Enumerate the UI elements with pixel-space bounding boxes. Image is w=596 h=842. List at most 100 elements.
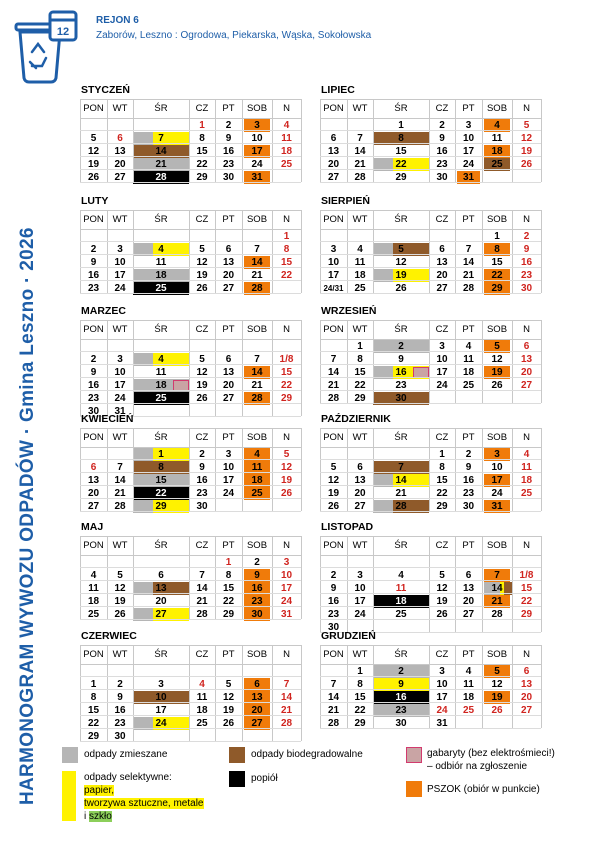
grid-line	[80, 280, 301, 281]
grid-line	[80, 498, 301, 499]
day-cell: 10	[436, 679, 448, 690]
grid-line	[320, 645, 321, 728]
day-cell: 30	[251, 609, 263, 620]
legend-pszok-swatch	[406, 781, 422, 797]
cell-marker-pszok	[244, 145, 270, 158]
day-cell: 6	[225, 354, 232, 365]
day-cell: 9	[523, 244, 530, 255]
weekday-label: SOB	[246, 432, 268, 443]
day-cell: 12	[520, 133, 533, 144]
day-cell: 15	[155, 475, 167, 486]
weekday-label: CZ	[435, 324, 449, 335]
day-cell: 11	[155, 257, 167, 268]
day-cell: 17	[114, 270, 126, 281]
day-cell: 16	[462, 475, 475, 486]
cell-marker-mixed	[373, 474, 393, 487]
legend-paper: papier,	[84, 785, 115, 796]
cell-marker-mixed	[373, 665, 429, 678]
grid-line	[320, 498, 541, 499]
day-cell: 19	[327, 488, 340, 499]
day-cell: 9	[90, 257, 97, 268]
day-cell: 4	[90, 570, 97, 581]
day-cell: 9	[225, 133, 232, 144]
cell-marker-pszok	[484, 474, 510, 487]
day-cell: 20	[520, 367, 533, 378]
cell-marker-bio	[393, 500, 429, 513]
weekday-label: SOB	[486, 324, 508, 335]
day-cell: 2	[225, 120, 232, 131]
day-cell: 6	[357, 462, 363, 473]
grid-line	[272, 536, 273, 619]
grid-line	[80, 377, 301, 378]
day-cell: 22	[354, 380, 366, 391]
cell-marker-pszok	[244, 392, 270, 405]
weekday-label: PT	[462, 103, 475, 114]
cell-marker-pszok	[244, 691, 270, 704]
week-row: 30	[320, 621, 541, 634]
day-cell: 30	[327, 622, 340, 633]
day-cell: 2	[90, 354, 97, 365]
day-cell: 6	[523, 666, 530, 677]
grid-line	[301, 536, 302, 619]
day-cell: 29	[196, 172, 208, 183]
grid-line	[80, 130, 301, 131]
day-cell: 20	[222, 270, 235, 281]
grid-line	[80, 351, 301, 352]
week-row: 3 4 5 6 7 8 9	[320, 243, 541, 256]
week-row: 26 27 28 29 30 31	[320, 500, 541, 513]
weekday-label: SOB	[486, 649, 508, 660]
grid-line	[80, 536, 81, 619]
day-cell: 25	[280, 159, 293, 170]
grid-line	[320, 715, 541, 716]
grid-line	[215, 210, 216, 293]
day-cell: 19	[280, 475, 293, 486]
grid-line	[482, 210, 483, 293]
day-cell: 22	[354, 705, 366, 716]
day-cell: 15	[520, 583, 533, 594]
grid-line	[347, 210, 348, 293]
grid-line	[320, 156, 541, 157]
cell-marker-pszok	[244, 608, 270, 621]
day-cell: 16	[222, 146, 235, 157]
week-row: 16 17 18 19 20 21 22	[80, 269, 301, 282]
grid-line	[272, 428, 273, 511]
week-row: 22 23 24 25 26 27 28	[80, 717, 301, 730]
day-cell: 19	[491, 692, 503, 703]
grid-line	[272, 320, 273, 416]
weekday-label: CZ	[195, 324, 209, 335]
weekday-header: PON WT ŚR CZ PT SOB N	[80, 428, 301, 448]
day-cell: 31	[280, 609, 293, 620]
day-cell: 13	[327, 146, 340, 157]
day-cell: 19	[395, 270, 407, 281]
weekday-label: WT	[352, 432, 368, 443]
cell-marker-mixed	[133, 243, 153, 256]
grid-line	[482, 645, 483, 728]
grid-line	[541, 428, 542, 511]
cell-marker-sel	[393, 269, 429, 282]
day-cell: 6	[254, 679, 260, 690]
day-cell: 22	[133, 487, 189, 500]
day-cell: 13	[251, 692, 263, 703]
day-cell: 14	[196, 583, 208, 594]
grid-line	[189, 428, 190, 511]
day-cell: 29	[87, 731, 100, 742]
week-row: 1	[80, 230, 301, 243]
grid-line	[320, 485, 541, 486]
grid-line	[80, 156, 301, 157]
day-cell: 27	[520, 705, 533, 716]
day-cell: 25	[395, 609, 407, 620]
day-cell: 3	[357, 570, 363, 581]
grid-line	[80, 580, 301, 581]
day-cell: 11	[491, 133, 503, 144]
grid-line	[80, 715, 301, 716]
day-cell: 28	[327, 718, 340, 729]
grid-line	[541, 320, 542, 403]
day-cell: 27	[462, 609, 475, 620]
grid-line	[80, 267, 301, 268]
legend-bio-label: odpady biodegradowalne	[251, 749, 363, 760]
grid-line	[80, 403, 301, 404]
day-cell: 24	[491, 488, 503, 499]
day-cell: 15	[436, 475, 448, 486]
month-name: GRUDZIEŃ	[321, 630, 376, 642]
day-cell: 13	[436, 257, 448, 268]
